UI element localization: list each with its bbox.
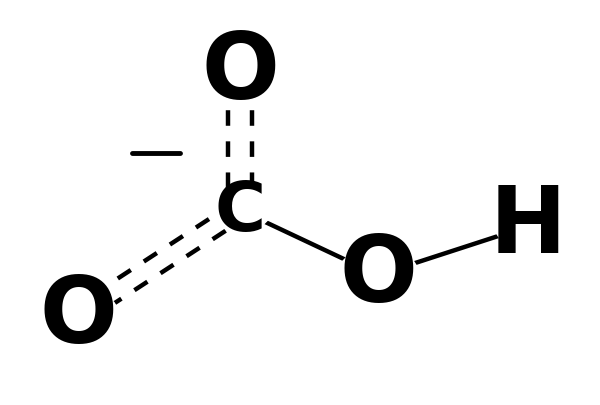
Circle shape (495, 205, 561, 249)
Text: O: O (39, 271, 117, 361)
Circle shape (337, 248, 419, 303)
Circle shape (209, 190, 271, 232)
Circle shape (37, 288, 119, 343)
Circle shape (199, 45, 281, 100)
Text: C: C (214, 177, 266, 244)
Text: H: H (490, 182, 566, 272)
Text: O: O (339, 230, 417, 320)
Text: O: O (201, 28, 279, 118)
